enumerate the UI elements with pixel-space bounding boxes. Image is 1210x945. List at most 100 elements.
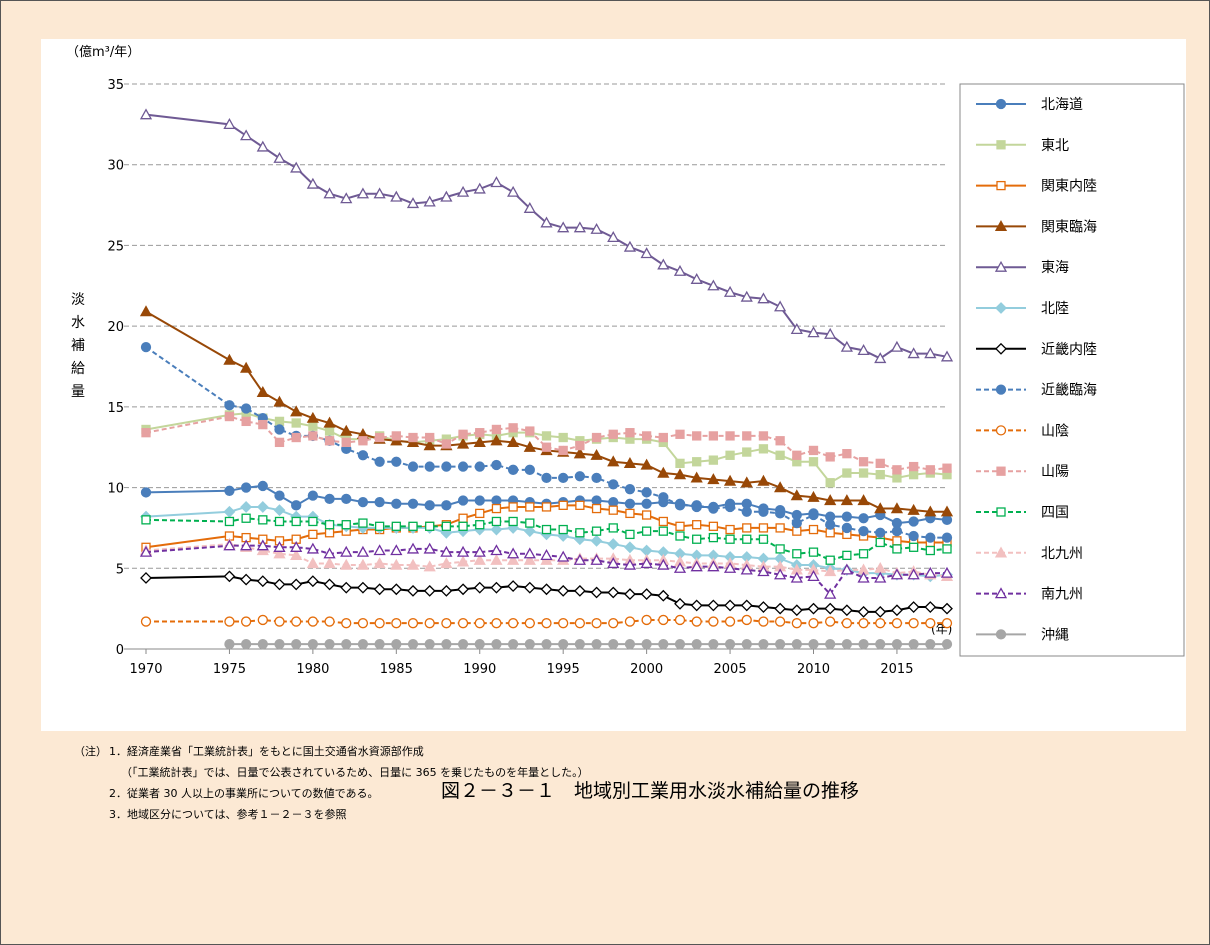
marker bbox=[508, 502, 518, 512]
marker bbox=[323, 187, 336, 199]
marker bbox=[423, 195, 436, 207]
marker bbox=[942, 544, 952, 554]
marker bbox=[774, 616, 786, 627]
marker bbox=[474, 618, 485, 629]
marker bbox=[307, 616, 319, 627]
marker bbox=[840, 494, 853, 506]
x-tick-label: 2010 bbox=[797, 662, 830, 677]
marker bbox=[607, 557, 620, 569]
marker bbox=[608, 618, 619, 629]
marker bbox=[223, 118, 236, 130]
marker bbox=[540, 216, 553, 228]
marker bbox=[541, 502, 552, 512]
marker bbox=[758, 444, 769, 454]
marker bbox=[674, 639, 686, 650]
marker bbox=[658, 516, 668, 527]
marker bbox=[140, 341, 152, 353]
marker bbox=[675, 429, 685, 439]
marker bbox=[857, 494, 870, 506]
marker bbox=[257, 480, 268, 492]
marker bbox=[290, 578, 303, 591]
legend-label: 関東内陸 bbox=[1041, 179, 1097, 195]
legend-label: 東海 bbox=[1041, 260, 1069, 276]
marker bbox=[374, 432, 385, 443]
marker bbox=[891, 526, 903, 537]
marker bbox=[807, 490, 820, 502]
marker bbox=[791, 517, 802, 529]
marker bbox=[792, 549, 802, 559]
marker bbox=[624, 616, 636, 627]
marker bbox=[875, 458, 885, 469]
marker bbox=[996, 180, 1006, 191]
marker bbox=[523, 201, 536, 213]
marker bbox=[674, 614, 686, 626]
marker bbox=[324, 520, 335, 530]
marker bbox=[524, 639, 535, 650]
marker bbox=[441, 618, 452, 629]
marker bbox=[223, 539, 236, 551]
marker bbox=[890, 502, 904, 514]
series bbox=[139, 108, 954, 364]
marker bbox=[692, 520, 702, 530]
marker bbox=[306, 411, 319, 423]
marker bbox=[424, 639, 435, 650]
marker bbox=[274, 616, 285, 627]
marker bbox=[842, 550, 852, 561]
marker bbox=[456, 185, 470, 197]
marker bbox=[390, 544, 403, 556]
marker bbox=[591, 432, 602, 443]
marker bbox=[724, 501, 736, 513]
marker bbox=[825, 639, 836, 650]
marker bbox=[524, 464, 535, 475]
marker bbox=[940, 566, 954, 578]
marker bbox=[223, 353, 236, 365]
marker bbox=[457, 583, 469, 596]
marker bbox=[490, 544, 503, 556]
marker bbox=[608, 429, 618, 439]
marker bbox=[473, 436, 486, 448]
marker bbox=[224, 400, 235, 411]
marker bbox=[558, 445, 568, 456]
marker bbox=[240, 403, 252, 414]
marker bbox=[907, 568, 920, 580]
marker bbox=[425, 432, 435, 443]
legend-label: 北陸 bbox=[1041, 301, 1069, 317]
marker bbox=[692, 534, 702, 544]
marker bbox=[373, 557, 386, 569]
marker bbox=[925, 545, 935, 556]
marker bbox=[841, 639, 853, 650]
marker bbox=[525, 502, 535, 512]
marker bbox=[641, 431, 652, 441]
marker bbox=[474, 495, 485, 506]
marker bbox=[941, 514, 953, 526]
marker bbox=[807, 326, 820, 338]
marker bbox=[457, 461, 469, 472]
marker bbox=[407, 639, 419, 650]
marker bbox=[475, 428, 485, 438]
marker bbox=[641, 639, 652, 650]
marker bbox=[892, 473, 902, 483]
marker bbox=[624, 484, 636, 495]
y-tick-label: 30 bbox=[107, 159, 124, 174]
marker bbox=[775, 544, 785, 554]
marker bbox=[340, 424, 353, 436]
marker bbox=[291, 432, 301, 443]
marker bbox=[808, 457, 819, 467]
marker bbox=[774, 639, 786, 650]
marker bbox=[357, 639, 369, 650]
marker bbox=[841, 511, 853, 522]
marker bbox=[924, 347, 937, 359]
marker bbox=[458, 521, 468, 531]
marker bbox=[324, 436, 335, 446]
marker bbox=[825, 528, 835, 538]
marker bbox=[658, 526, 668, 536]
marker bbox=[441, 500, 452, 511]
marker bbox=[340, 192, 353, 204]
marker bbox=[291, 616, 302, 627]
marker bbox=[391, 639, 402, 650]
marker bbox=[658, 639, 669, 650]
marker bbox=[523, 440, 536, 452]
marker bbox=[725, 450, 735, 460]
marker bbox=[790, 323, 803, 335]
